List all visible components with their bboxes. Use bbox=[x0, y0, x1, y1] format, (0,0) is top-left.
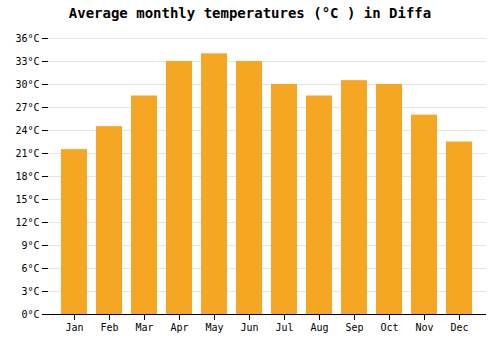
svg-text:24°C: 24°C bbox=[15, 125, 39, 136]
svg-text:3°C: 3°C bbox=[21, 286, 39, 297]
svg-text:Sep: Sep bbox=[345, 322, 363, 333]
svg-text:30°C: 30°C bbox=[15, 79, 39, 90]
svg-text:Dec: Dec bbox=[450, 322, 468, 333]
svg-text:6°C: 6°C bbox=[21, 263, 39, 274]
svg-text:Mar: Mar bbox=[135, 322, 153, 333]
svg-text:18°C: 18°C bbox=[15, 171, 39, 182]
svg-text:21°C: 21°C bbox=[15, 148, 39, 159]
svg-text:Jan: Jan bbox=[65, 322, 83, 333]
svg-text:Nov: Nov bbox=[415, 322, 433, 333]
html-text:Average monthly temperatures (: Average monthly temperatures (°C ) in Di… bbox=[68, 5, 432, 21]
svg-text:Jun: Jun bbox=[240, 322, 258, 333]
svg-text:Feb: Feb bbox=[100, 322, 118, 333]
svg-text:Aug: Aug bbox=[310, 322, 328, 333]
svg-text:Apr: Apr bbox=[170, 322, 188, 333]
svg-text:12°C: 12°C bbox=[15, 217, 39, 228]
svg-text:9°C: 9°C bbox=[21, 240, 39, 251]
svg-text:36°C: 36°C bbox=[15, 33, 39, 44]
svg-text:15°C: 15°C bbox=[15, 194, 39, 205]
svg-text:33°C: 33°C bbox=[15, 56, 39, 67]
svg-text:Oct: Oct bbox=[380, 322, 398, 333]
svg-text:Jul: Jul bbox=[275, 322, 293, 333]
svg-text:0°C: 0°C bbox=[21, 309, 39, 320]
svg-text:May: May bbox=[205, 322, 223, 333]
svg-text:27°C: 27°C bbox=[15, 102, 39, 113]
